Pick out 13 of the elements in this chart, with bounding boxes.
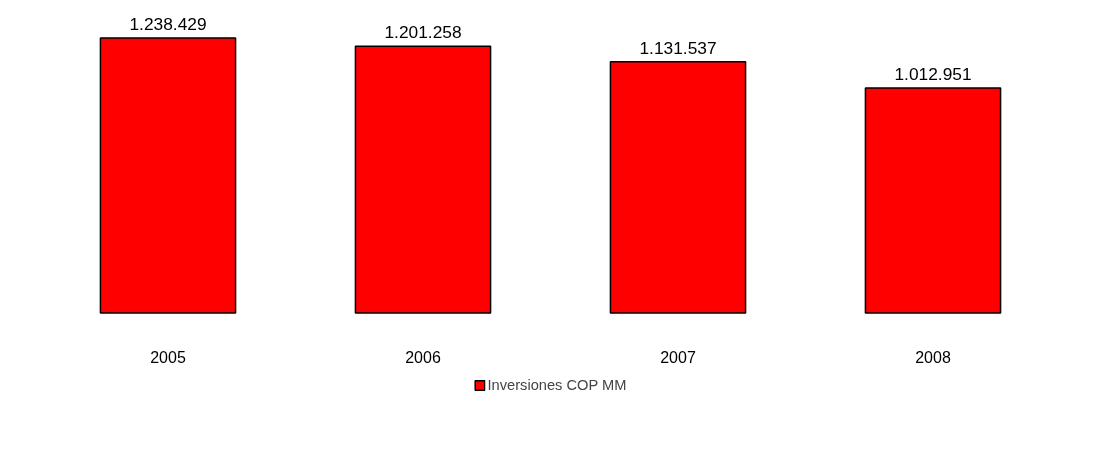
bar (354, 45, 492, 314)
legend-label: Inversiones COP MM (487, 377, 627, 393)
x-tick-label: 2007 (660, 348, 696, 366)
data-label: 1.012.951 (894, 64, 972, 85)
x-tick-label: 2008 (915, 348, 951, 366)
data-label: 1.201.258 (384, 22, 462, 43)
data-label: 1.238.429 (129, 14, 207, 34)
x-tick-label: 2006 (405, 348, 441, 366)
bar (609, 60, 747, 314)
bar (99, 37, 237, 314)
bar (864, 87, 1002, 314)
x-tick-label: 2005 (150, 348, 186, 366)
data-label: 1.131.537 (639, 37, 717, 58)
